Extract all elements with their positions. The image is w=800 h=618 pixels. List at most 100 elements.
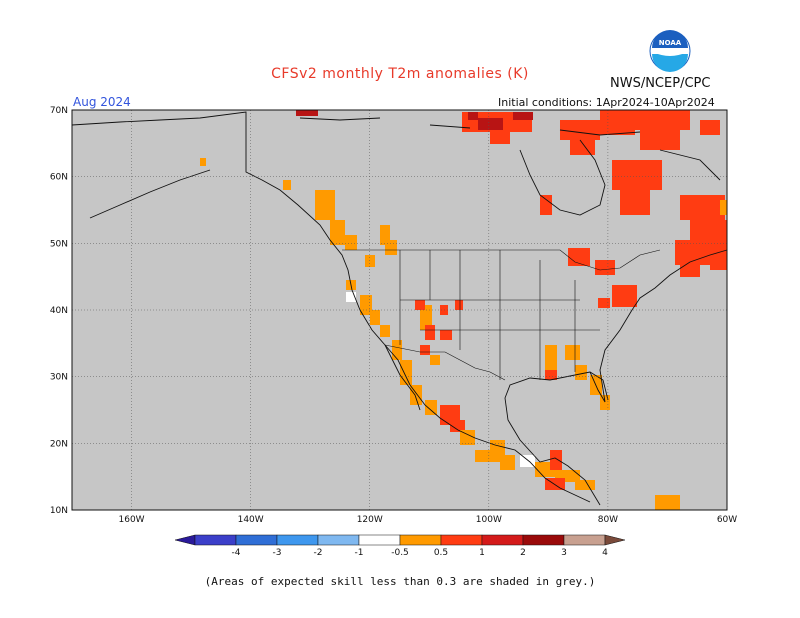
footnote: (Areas of expected skill less than 0.3 a… xyxy=(204,575,596,588)
graticule xyxy=(72,110,727,510)
lat-label: 20N xyxy=(50,439,68,449)
colorbar-bin xyxy=(522,534,565,546)
anomaly-cell xyxy=(392,340,402,360)
anomaly-cell xyxy=(380,325,390,337)
latitude-labels: 70N 60N 50N 40N 30N 20N 10N xyxy=(50,106,68,516)
anomaly-cell xyxy=(346,292,356,302)
colorbar-bin xyxy=(440,534,483,546)
anomaly-cell xyxy=(460,430,475,445)
anomaly-cell xyxy=(200,158,206,166)
lat-label: 40N xyxy=(50,306,68,316)
anomaly-cell xyxy=(630,110,690,130)
anomaly-cell xyxy=(385,240,397,255)
anomaly-cell xyxy=(440,330,452,340)
anomaly-cell xyxy=(475,450,505,462)
map-title: CFSv2 monthly T2m anomalies (K) xyxy=(271,66,529,82)
anomaly-cell xyxy=(490,132,510,144)
anomaly-cell xyxy=(330,220,345,245)
anomaly-cell xyxy=(455,300,463,310)
colorbar-label: -0.5 xyxy=(391,548,409,558)
anomaly-cell xyxy=(600,110,635,135)
colorbar-label: 0.5 xyxy=(434,548,448,558)
anomaly-cell xyxy=(598,298,610,308)
anomaly-cell xyxy=(490,440,505,450)
anomaly-cell xyxy=(640,130,680,150)
colorbar-left-triangle xyxy=(174,534,196,546)
anomaly-cell xyxy=(710,250,727,270)
colorbar-label: 2 xyxy=(520,548,526,558)
anomaly-cell xyxy=(283,180,291,190)
initial-conditions: Initial conditions: 1Apr2024-10Apr2024 xyxy=(498,96,715,109)
colorbar-bin xyxy=(317,534,360,546)
colorbar-label: -2 xyxy=(314,548,323,558)
forecast-month: Aug 2024 xyxy=(73,95,131,109)
lon-label: 100W xyxy=(476,515,502,525)
agency-label: NWS/NCEP/CPC xyxy=(610,76,711,91)
colorbar-label: 1 xyxy=(479,548,485,558)
lon-label: 120W xyxy=(357,515,383,525)
colorbar-label: 3 xyxy=(561,548,567,558)
anomaly-cell xyxy=(560,120,600,140)
colorbar-label: 4 xyxy=(602,548,608,558)
anomaly-cells xyxy=(200,110,727,510)
anomaly-cell xyxy=(545,370,557,380)
lat-label: 10N xyxy=(50,506,68,516)
anomaly-cell xyxy=(565,345,580,360)
anomaly-cell xyxy=(612,285,637,307)
anomaly-cell xyxy=(420,345,430,355)
lon-label: 60W xyxy=(717,515,737,525)
anomaly-cell xyxy=(575,365,587,380)
anomaly-cell xyxy=(520,455,535,467)
anomaly-cell xyxy=(720,200,727,215)
lon-label: 140W xyxy=(238,515,264,525)
coastlines xyxy=(71,111,728,506)
anomaly-cell xyxy=(410,385,422,405)
anomaly-cell xyxy=(568,248,590,266)
anomaly-cell xyxy=(450,420,465,432)
anomaly-cell xyxy=(315,190,335,220)
anomaly-cell xyxy=(430,355,440,365)
anomaly-cell xyxy=(595,260,615,275)
political-borders xyxy=(342,249,661,381)
colorbar-bin xyxy=(358,534,401,546)
lat-label: 50N xyxy=(50,239,68,249)
anomaly-cell xyxy=(680,195,725,220)
anomaly-cell xyxy=(655,495,680,510)
anomaly-cell xyxy=(345,235,357,250)
lon-label: 80W xyxy=(598,515,618,525)
anomaly-cell xyxy=(612,160,662,190)
anomaly-cell xyxy=(550,450,562,470)
colorbar-label: -4 xyxy=(232,548,241,558)
anomaly-cell xyxy=(415,300,425,310)
lat-label: 60N xyxy=(50,173,68,183)
colorbar-bin xyxy=(563,534,606,546)
anomaly-cell xyxy=(370,310,380,325)
anomaly-cell xyxy=(420,305,432,330)
anomaly-cell xyxy=(513,112,533,120)
anomaly-cell xyxy=(680,265,700,277)
anomaly-cell xyxy=(575,480,595,490)
colorbar-right-triangle xyxy=(604,534,626,546)
noaa-logo-text: NOAA xyxy=(659,39,682,47)
anomaly-cell xyxy=(296,110,318,116)
anomaly-cell xyxy=(545,345,557,370)
anomaly-cell xyxy=(468,112,478,120)
anomaly-cell xyxy=(700,120,720,135)
colorbar-bin xyxy=(481,534,524,546)
anomaly-cell xyxy=(620,190,650,215)
lon-label: 160W xyxy=(119,515,145,525)
colorbar-label: -3 xyxy=(273,548,282,558)
longitude-labels: 160W 140W 120W 100W 80W 60W xyxy=(119,515,738,525)
lat-label: 70N xyxy=(50,106,68,116)
colorbar-bin xyxy=(399,534,442,546)
anomaly-cell xyxy=(500,455,515,470)
color-scale-bar: -4 -3 -2 -1 -0.5 0.5 1 2 3 4 xyxy=(174,534,626,558)
anomaly-cell xyxy=(570,140,595,155)
colorbar-bin xyxy=(276,534,319,546)
lat-label: 30N xyxy=(50,373,68,383)
noaa-logo: NOAA xyxy=(649,30,691,72)
map-frame xyxy=(71,109,728,511)
anomaly-cell xyxy=(600,395,610,410)
anomaly-cell xyxy=(380,225,390,245)
